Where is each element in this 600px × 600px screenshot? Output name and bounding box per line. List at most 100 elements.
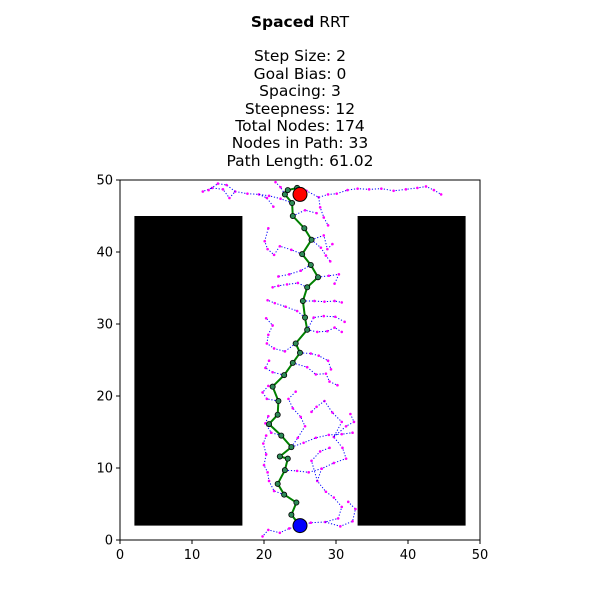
path-node: [266, 421, 273, 428]
tree-node: [294, 390, 297, 393]
tree-node: [315, 330, 319, 334]
tree-node: [287, 273, 291, 276]
tree-node: [326, 224, 330, 227]
path-node: [301, 225, 308, 232]
tree-node: [318, 450, 322, 453]
tree-node: [335, 192, 339, 195]
path-node: [292, 340, 299, 347]
tree-node: [271, 285, 274, 289]
tree-node: [291, 406, 295, 410]
tree-node: [277, 284, 280, 288]
tree-node: [352, 420, 356, 424]
path-node: [269, 383, 276, 390]
tree-node: [326, 329, 329, 333]
tree-node: [264, 316, 268, 320]
tree-node: [331, 242, 334, 246]
x-tick-label: 20: [256, 548, 273, 563]
tree-node: [266, 471, 269, 474]
y-tick-label: 0: [105, 534, 113, 549]
path-node: [289, 359, 296, 366]
tree-node: [314, 373, 318, 376]
tree-node: [299, 415, 303, 419]
tree-node: [279, 185, 282, 189]
tree-node: [329, 368, 333, 371]
tree-node: [318, 206, 322, 209]
tree-node: [317, 354, 321, 357]
tree-node: [267, 414, 270, 418]
tree-branch: [265, 317, 296, 352]
tree-node: [351, 431, 354, 435]
tree-node: [296, 436, 300, 440]
axes-frame: [119, 179, 481, 541]
tree-node: [233, 190, 237, 193]
path-node: [275, 398, 282, 405]
tree-branch: [317, 273, 340, 284]
tree-branch: [311, 234, 333, 251]
tree-node: [303, 208, 307, 212]
x-tick-label: 0: [116, 548, 124, 563]
tree-node: [354, 507, 357, 511]
tree-node: [327, 274, 331, 278]
title-path-length: Path Length: 61.02: [226, 151, 374, 170]
tree-node: [416, 186, 419, 190]
path-node: [302, 314, 309, 321]
tree-node: [278, 531, 282, 535]
tree-branch: [261, 385, 279, 402]
tree-node: [283, 350, 287, 353]
tree-node: [207, 188, 210, 192]
tree-branch: [262, 435, 285, 496]
tree-node: [221, 188, 225, 191]
tree-node: [333, 299, 336, 303]
tree-node: [309, 521, 313, 525]
x-axis: 0 10 20 30 40 50: [116, 540, 488, 563]
tree-node: [341, 446, 344, 450]
tree-node: [315, 405, 318, 409]
tree-node: [326, 359, 330, 363]
y-tick-label: 30: [96, 318, 113, 333]
tree-node: [266, 298, 269, 302]
tree-branch: [292, 209, 317, 217]
tree-node: [228, 196, 231, 200]
tree-branch: [264, 360, 285, 376]
tree-branch: [284, 468, 322, 473]
tree-branch: [267, 299, 306, 318]
tree-node: [278, 244, 282, 248]
tree-node: [324, 254, 328, 257]
tree-node: [314, 436, 318, 440]
tree-node: [331, 411, 334, 414]
tree-node: [328, 380, 331, 383]
tree-node: [261, 391, 264, 394]
tree-node: [333, 282, 336, 285]
tree-node: [274, 180, 277, 184]
obstacle-1: [134, 216, 243, 526]
obstacles-layer: [134, 216, 466, 526]
chart-title-rest: RRT: [314, 13, 350, 31]
tree-node: [333, 326, 336, 329]
tree-branch: [264, 228, 303, 256]
path-node: [304, 284, 311, 291]
x-tick-label: 30: [328, 548, 345, 563]
tree-node: [327, 433, 331, 437]
tree-node: [310, 410, 313, 414]
tree-node: [317, 195, 321, 199]
tree-node: [309, 352, 313, 355]
tree-node: [272, 205, 275, 208]
tree-node: [216, 182, 220, 185]
tree-branch: [208, 183, 236, 192]
tree-layer: [201, 180, 443, 538]
tree-node: [328, 260, 332, 263]
obstacle-2: [357, 216, 466, 526]
tree-node: [333, 315, 337, 319]
y-tick-label: 10: [96, 462, 113, 477]
tree-node: [285, 283, 289, 286]
tree-node: [272, 489, 276, 493]
tree-node: [328, 446, 331, 450]
path-node: [289, 212, 296, 219]
path-node: [289, 200, 296, 207]
tree-node: [261, 442, 265, 445]
tree-node: [296, 281, 300, 285]
tree-node: [279, 197, 282, 201]
chart-title: Spaced RRT: [0, 13, 600, 31]
title-step-size: Step Size: 2: [253, 47, 347, 66]
tree-node: [337, 273, 341, 276]
